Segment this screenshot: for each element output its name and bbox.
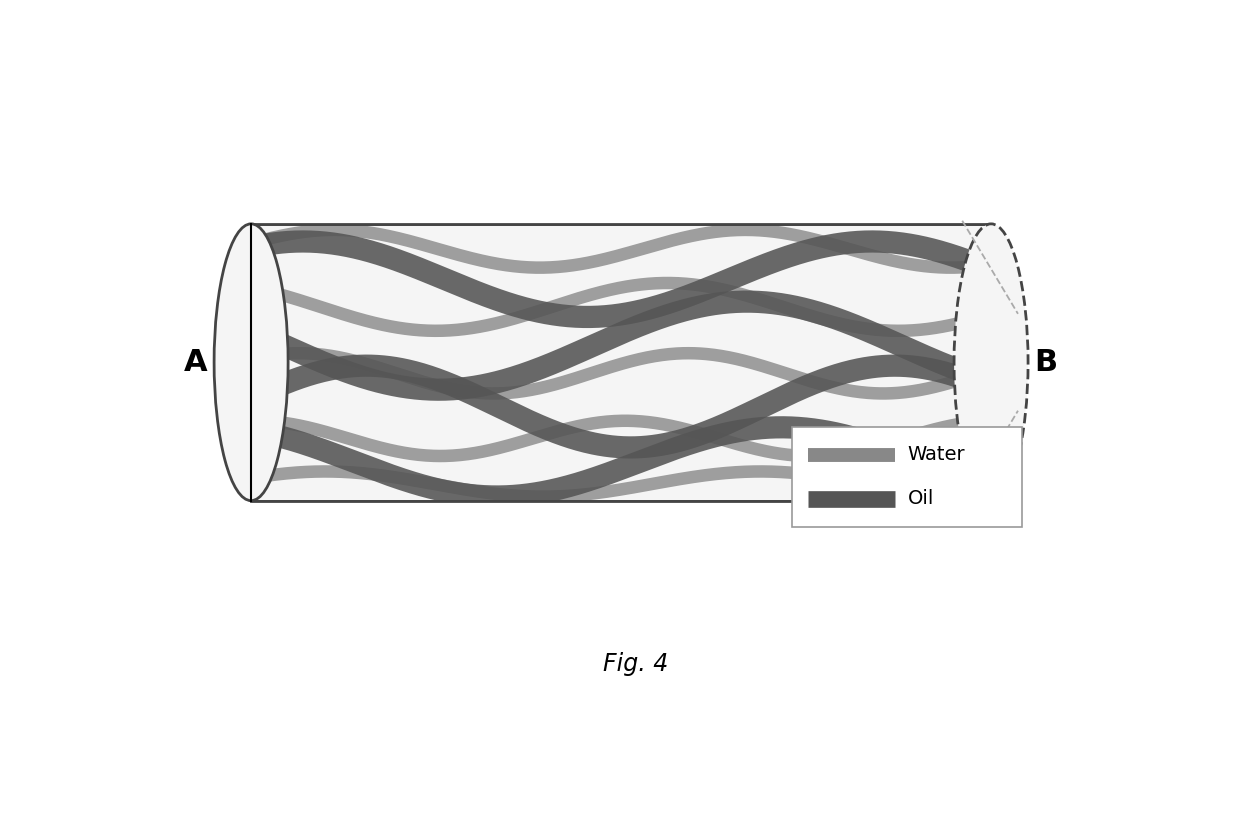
- Text: Water: Water: [908, 445, 965, 464]
- Ellipse shape: [954, 224, 1028, 501]
- FancyBboxPatch shape: [792, 427, 1022, 527]
- Text: A: A: [185, 348, 208, 377]
- Polygon shape: [250, 224, 991, 501]
- Text: B: B: [1034, 348, 1058, 377]
- Text: Fig. 4: Fig. 4: [603, 652, 668, 676]
- Polygon shape: [155, 98, 250, 727]
- Text: Oil: Oil: [908, 489, 934, 508]
- Polygon shape: [250, 98, 991, 224]
- Ellipse shape: [215, 224, 288, 501]
- Polygon shape: [991, 98, 1116, 727]
- Polygon shape: [250, 501, 991, 727]
